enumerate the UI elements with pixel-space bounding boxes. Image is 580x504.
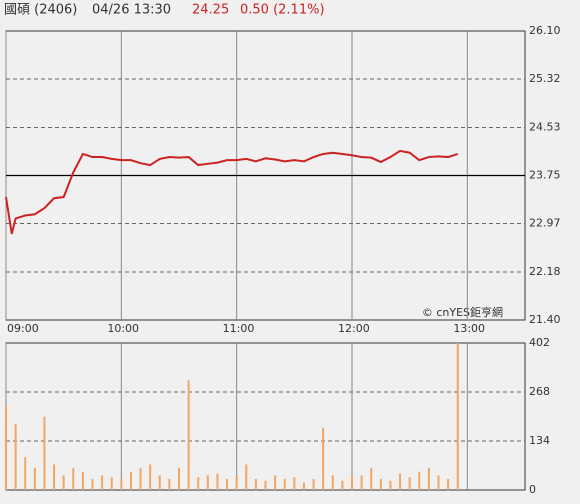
- volume-bar: [72, 468, 75, 490]
- y-tick-label: 26.10: [529, 24, 561, 37]
- volume-bar: [418, 471, 421, 490]
- volume-bar: [5, 405, 7, 490]
- volume-bar: [206, 475, 209, 490]
- volume-bar: [456, 343, 459, 490]
- price: 24.25: [192, 3, 229, 18]
- volume-bar: [110, 477, 113, 490]
- volume-bar: [293, 477, 296, 490]
- volume-bar: [322, 427, 325, 490]
- volume-bar: [62, 475, 65, 490]
- volume-bar: [447, 479, 450, 490]
- volume-bar: [216, 473, 219, 490]
- volume-bar: [341, 480, 344, 490]
- volume-bar: [408, 477, 411, 490]
- volume-bar: [33, 468, 36, 490]
- watermark: © cnYES鉅亨網: [422, 305, 503, 319]
- y-tick-label: 402: [529, 336, 550, 349]
- y-tick-label: 22.18: [529, 265, 561, 278]
- volume-bar: [24, 457, 27, 490]
- y-tick-label: 24.53: [529, 121, 561, 134]
- volume-bar: [43, 416, 46, 490]
- stock-name: 國碩 (2406): [4, 3, 77, 18]
- volume-bar: [178, 468, 180, 490]
- volume-bar: [91, 479, 94, 490]
- x-tick-label: 10:00: [107, 322, 139, 335]
- volume-bar: [254, 479, 257, 490]
- volume-bar: [245, 464, 248, 490]
- y-tick-label: 134: [529, 434, 550, 447]
- x-tick-label: 12:00: [338, 322, 370, 335]
- price-line: [5, 149, 459, 235]
- volume-bar: [283, 479, 286, 490]
- volume-bar: [264, 480, 267, 490]
- volume-bar: [370, 468, 373, 490]
- volume-bar: [389, 480, 392, 490]
- change: 0.50 (2.11%): [240, 3, 325, 18]
- volume-bar: [399, 473, 402, 490]
- volume-panel: [5, 342, 526, 491]
- volume-bar: [379, 479, 382, 490]
- y-tick-label: 25.32: [529, 72, 561, 85]
- volume-bar: [226, 479, 229, 490]
- x-tick-label: 13:00: [453, 322, 485, 335]
- volume-bar: [14, 424, 17, 490]
- volume-bar: [53, 464, 56, 490]
- y-tick-label: 22.97: [529, 216, 561, 229]
- volume-bar: [437, 475, 440, 490]
- x-tick-label: 11:00: [223, 322, 255, 335]
- volume-bar: [129, 471, 132, 490]
- y-tick-label: 268: [529, 385, 550, 398]
- volume-bar: [149, 464, 152, 490]
- y-tick-label: 23.75: [529, 169, 561, 182]
- volume-bar: [120, 479, 123, 490]
- volume-bar: [360, 475, 363, 490]
- volume-bar: [331, 475, 334, 490]
- volume-bar: [101, 475, 104, 490]
- volume-bar: [351, 475, 353, 490]
- volume-bar: [81, 471, 84, 490]
- volume-bar: [139, 468, 142, 490]
- volume-bar: [235, 475, 238, 490]
- volume-bar: [187, 380, 190, 490]
- volume-bar: [158, 475, 161, 490]
- volume-bar: [168, 479, 171, 490]
- volume-bar: [274, 475, 277, 490]
- datetime: 04/26 13:30: [92, 3, 171, 18]
- x-tick-label: 09:00: [7, 322, 39, 335]
- volume-bar: [312, 479, 315, 490]
- volume-bar: [427, 468, 430, 490]
- volume-bar: [197, 477, 200, 490]
- y-tick-label: 0: [529, 483, 536, 496]
- volume-bar: [302, 482, 305, 490]
- y-tick-label: 21.40: [529, 313, 561, 326]
